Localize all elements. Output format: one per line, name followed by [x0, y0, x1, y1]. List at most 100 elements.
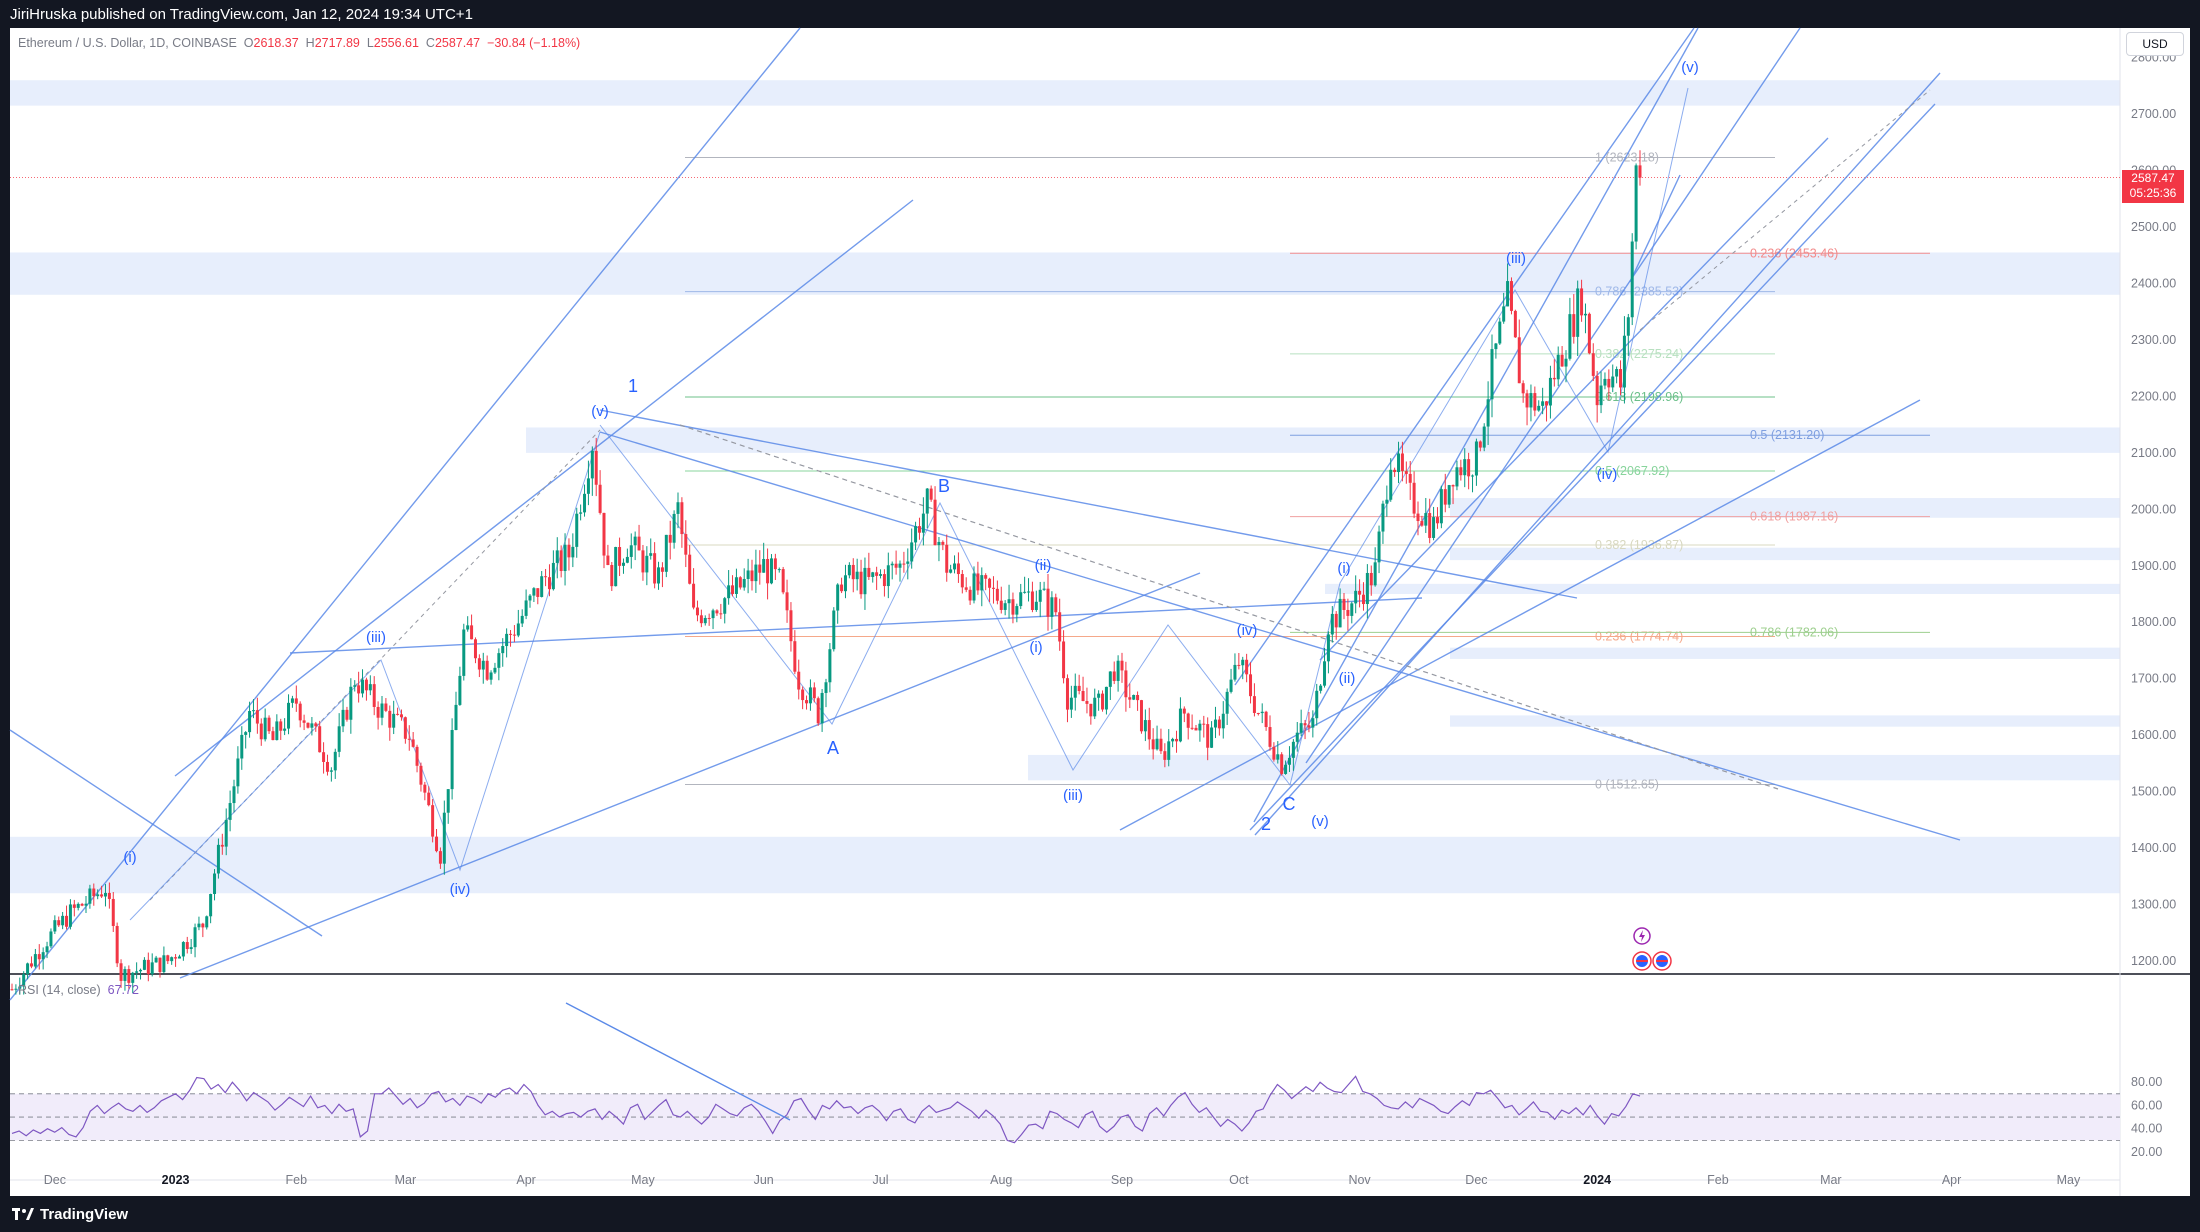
candle-body	[1120, 660, 1124, 671]
trendline[interactable]	[1254, 72, 1941, 836]
candle-body	[734, 577, 738, 594]
candle-body	[84, 903, 88, 906]
candle-body	[481, 660, 485, 670]
candle-body	[1591, 353, 1595, 376]
tradingview-brand: TradingView	[40, 1206, 129, 1223]
candle-body	[1272, 746, 1276, 760]
wave-label: (iii)	[1063, 787, 1083, 804]
trendline[interactable]	[9, 27, 801, 1001]
candle-body	[1603, 378, 1607, 386]
zone-band	[1325, 583, 2120, 595]
candle-body	[1404, 471, 1408, 474]
candle-body	[1361, 594, 1365, 605]
candle-body	[1011, 599, 1015, 615]
candle-body	[1622, 335, 1626, 388]
candle-body	[1175, 738, 1179, 742]
candle-body	[435, 836, 439, 852]
rsi-label[interactable]: RSI (14, close)	[18, 983, 101, 997]
trendline[interactable]	[1253, 27, 1699, 823]
wave-label: (ii)	[1339, 670, 1356, 687]
trendline[interactable]	[9, 729, 323, 937]
candle-body	[867, 567, 871, 577]
candle-body	[715, 610, 719, 614]
candle-body	[1202, 723, 1206, 725]
candle-body	[1081, 691, 1085, 702]
candle-body	[271, 731, 275, 741]
candle-body	[493, 667, 497, 673]
rsi-legend[interactable]: RSI (14, close) 67.72	[18, 983, 139, 997]
candle-body	[419, 765, 423, 785]
candle-body	[606, 555, 610, 566]
candle-body	[1065, 678, 1069, 710]
trendline[interactable]	[1119, 399, 1921, 831]
dashed-trendline[interactable]	[1639, 89, 1931, 331]
trendline[interactable]	[1319, 137, 1829, 661]
trendline[interactable]	[1305, 27, 1801, 764]
candle-body	[470, 625, 474, 640]
candle-body	[61, 915, 65, 926]
candle-body	[898, 563, 902, 568]
trendline[interactable]	[1629, 174, 1681, 283]
candle-body	[181, 942, 185, 957]
fib-level-label: 0.382 (2275.24)	[1595, 347, 1683, 361]
candle-body	[1112, 671, 1116, 681]
trendline[interactable]	[179, 572, 1201, 979]
trendline[interactable]	[1234, 27, 1695, 686]
candle-body	[1077, 685, 1081, 692]
event-markers[interactable]	[1632, 927, 1672, 971]
candle-body	[847, 564, 851, 576]
price-tick-label: 1600.00	[2131, 728, 2176, 742]
trendline[interactable]	[289, 597, 1423, 654]
candle-body	[119, 963, 123, 981]
candle-body	[107, 892, 111, 899]
symbol-legend[interactable]: Ethereum / U.S. Dollar, 1D, COINBASE O26…	[18, 36, 580, 50]
candle-body	[1615, 369, 1619, 377]
time-tick-label: Jul	[873, 1173, 889, 1187]
candle-body	[1073, 685, 1077, 698]
rsi-trendline[interactable]	[565, 1002, 791, 1121]
candle-body	[396, 713, 400, 715]
candle-body	[18, 986, 22, 989]
candle-body	[131, 972, 135, 983]
candle-body	[427, 792, 431, 806]
candle-body	[1280, 754, 1284, 774]
trendline[interactable]	[599, 431, 1961, 841]
candle-body	[497, 653, 501, 668]
symbol-name[interactable]: Ethereum / U.S. Dollar, 1D, COINBASE	[18, 36, 237, 50]
dashed-trendline[interactable]	[679, 424, 1779, 790]
candle-body	[945, 544, 949, 573]
candle-body	[388, 710, 392, 728]
candle-body	[672, 513, 676, 543]
candle-body	[688, 554, 692, 584]
candle-body	[879, 574, 883, 576]
candle-body	[824, 682, 828, 693]
zone-band	[10, 836, 2120, 894]
candle-body	[403, 717, 407, 739]
candle-body	[890, 563, 894, 566]
supply-demand-zones	[10, 80, 2120, 894]
candle-body	[1541, 401, 1545, 406]
candle-body	[170, 957, 174, 962]
candle-body	[392, 713, 396, 728]
candle-body	[33, 954, 37, 967]
trendline[interactable]	[599, 409, 1578, 599]
tradingview-logo[interactable]: TradingView	[12, 1206, 128, 1223]
footer-bar: TradingView	[0, 1196, 2200, 1232]
price-tick-label: 1900.00	[2131, 559, 2176, 573]
trendline[interactable]	[1249, 103, 1936, 831]
time-tick-label: Feb	[1707, 1173, 1729, 1187]
rsi-band	[10, 1093, 2120, 1141]
candle-body	[999, 600, 1003, 610]
candle-body	[139, 969, 143, 972]
currency-button[interactable]: USD	[2126, 32, 2184, 56]
candle-body	[1494, 343, 1498, 350]
trendline-drawings[interactable]	[9, 27, 1961, 1001]
candle-body	[855, 571, 859, 580]
wave-label: (v)	[591, 403, 609, 420]
candle-body	[583, 493, 587, 513]
candle-body	[1007, 599, 1011, 604]
candle-body	[575, 513, 579, 547]
candle-body	[37, 954, 41, 960]
candle-body	[660, 567, 664, 572]
